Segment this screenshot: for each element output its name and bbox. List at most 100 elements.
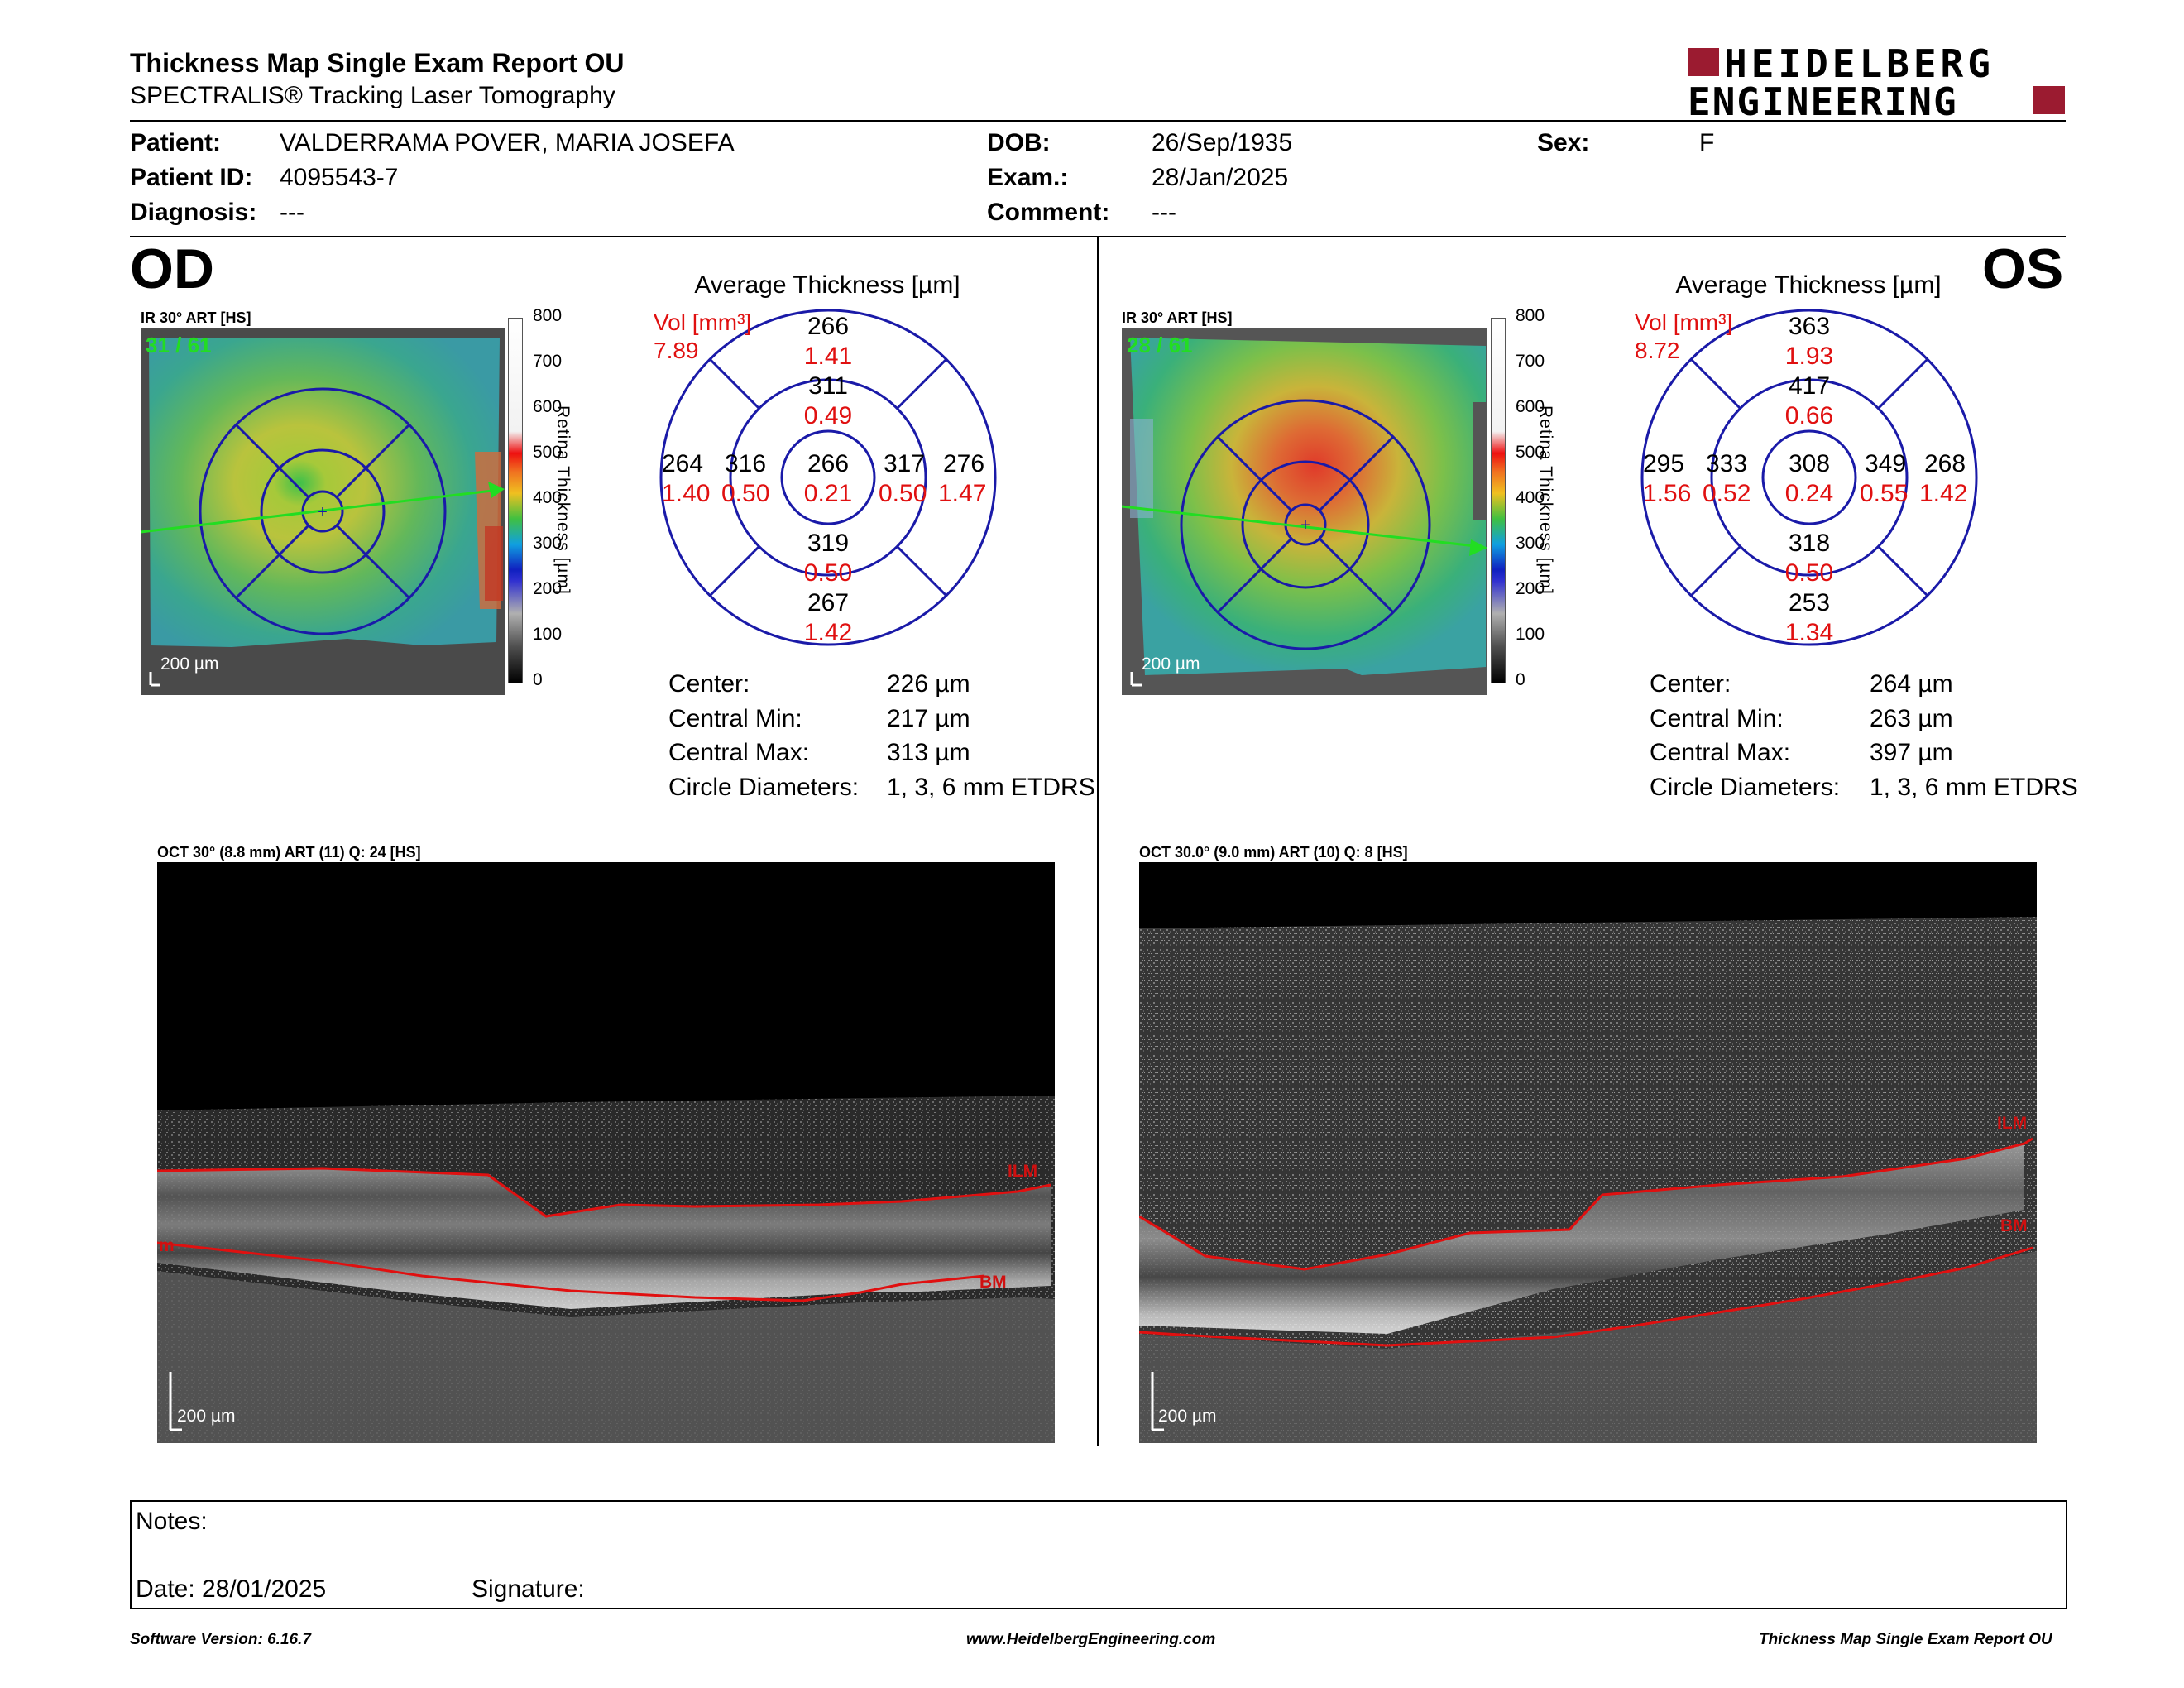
od-central-max-label: Central Max:: [668, 739, 810, 766]
od-map-scale: 200 µm: [160, 655, 219, 674]
os-center-value: 264 µm: [1870, 670, 1953, 698]
os-colorbar-unit: Retina Thickness [µm]: [1536, 405, 1555, 595]
od-oct-scale: 200 µm: [177, 1407, 236, 1426]
colorbar-tick: 400: [1516, 488, 1545, 507]
colorbar-tick: 100: [1516, 625, 1545, 644]
od-ir-label: IR 30° ART [HS]: [141, 309, 251, 326]
od-central-min-value: 217 µm: [887, 705, 970, 732]
od-circle-diameters-label: Circle Diameters:: [668, 774, 860, 801]
patient-value: VALDERRAMA POVER, MARIA JOSEFA: [280, 129, 735, 156]
report-subtitle: SPECTRALIS® Tracking Laser Tomography: [130, 82, 615, 109]
os-eye-label: OS: [1982, 237, 2064, 300]
od-left-cut-label: m: [159, 1236, 175, 1255]
colorbar-tick: 600: [533, 397, 563, 416]
os-outer-inferior-thickness: 253: [1788, 589, 1831, 616]
od-inner-superior-thickness: 311: [808, 372, 848, 400]
od-ilm-label: ILM: [1008, 1162, 1038, 1181]
colorbar-tick: 300: [1516, 534, 1545, 553]
colorbar-tick: 200: [533, 579, 563, 598]
dob-label: DOB:: [987, 129, 1051, 156]
os-outer-superior-volume: 1.93: [1784, 343, 1834, 370]
notes-box: [130, 1500, 2067, 1609]
colorbar-tick: 400: [533, 488, 563, 507]
header-divider-top: [130, 120, 2066, 122]
os-oct-scale: 200 µm: [1158, 1407, 1217, 1426]
os-center-volume: 0.24: [1784, 480, 1834, 507]
signature-label: Signature:: [472, 1575, 585, 1603]
od-central-min-label: Central Min:: [668, 705, 802, 732]
dob-value: 26/Sep/1935: [1152, 129, 1293, 156]
os-inner-temporal-volume: 0.55: [1860, 480, 1909, 507]
footer-url[interactable]: www.HeidelbergEngineering.com: [966, 1631, 1216, 1648]
od-oct-label: OCT 30° (8.8 mm) ART (11) Q: 24 [HS]: [157, 844, 421, 861]
od-outer-superior-volume: 1.41: [803, 343, 853, 370]
colorbar-tick: 800: [533, 306, 563, 325]
colorbar-tick: 0: [533, 670, 543, 689]
svg-text:+: +: [318, 503, 328, 521]
center-divider: [1097, 237, 1099, 1446]
os-scan-index: 28 / 61: [1127, 333, 1193, 357]
patient-id-label: Patient ID:: [130, 164, 253, 191]
od-oct-bscan: [157, 862, 1055, 1443]
od-circle-diameters-value: 1, 3, 6 mm ETDRS: [887, 774, 1095, 801]
colorbar-tick: 700: [533, 352, 563, 371]
logo-line-2: ENGINEERING: [1688, 79, 1958, 124]
exam-label: Exam.:: [987, 164, 1069, 191]
comment-value: ---: [1152, 199, 1176, 226]
os-outer-temporal-thickness: 268: [1924, 450, 1966, 477]
os-vol-label: Vol [mm³]: [1635, 309, 1733, 335]
od-outer-inferior-thickness: 267: [807, 589, 850, 616]
exam-value: 28/Jan/2025: [1152, 164, 1289, 191]
od-etdrs-grid: [659, 309, 997, 646]
od-inner-inferior-thickness: 319: [807, 530, 850, 557]
os-ilm-label: ILM: [1997, 1114, 2028, 1133]
os-inner-temporal-thickness: 349: [1865, 450, 1907, 477]
os-map-scale: 200 µm: [1142, 655, 1200, 674]
os-outer-temporal-volume: 1.42: [1919, 480, 1968, 507]
od-inner-temporal-volume: 0.50: [721, 480, 770, 507]
colorbar-tick: 100: [533, 625, 563, 644]
od-outer-superior-thickness: 266: [807, 313, 850, 340]
os-inner-inferior-volume: 0.50: [1784, 559, 1834, 587]
os-central-max-label: Central Max:: [1650, 739, 1791, 766]
diagnosis-value: ---: [280, 199, 304, 226]
os-bm-label: BM: [2000, 1216, 2028, 1235]
sex-value: F: [1699, 129, 1715, 156]
os-circle-diameters-value: 1, 3, 6 mm ETDRS: [1870, 774, 2078, 801]
os-circle-diameters-label: Circle Diameters:: [1650, 774, 1841, 801]
od-center-thickness: 266: [807, 450, 850, 477]
colorbar-tick: 600: [1516, 397, 1545, 416]
os-central-min-label: Central Min:: [1650, 705, 1784, 732]
od-central-max-value: 313 µm: [887, 739, 970, 766]
heidelberg-logo: HEIDELBERG ENGINEERING: [1688, 41, 2068, 124]
comment-label: Comment:: [987, 199, 1110, 226]
od-eye-label: OD: [130, 237, 214, 300]
os-oct-label: OCT 30.0° (9.0 mm) ART (10) Q: 8 [HS]: [1139, 844, 1408, 861]
os-center-label: Center:: [1650, 670, 1731, 698]
logo-square-top: [1688, 48, 1719, 76]
os-vol-value: 8.72: [1635, 338, 1680, 363]
od-inner-temporal-thickness: 316: [725, 450, 767, 477]
os-central-max-value: 397 µm: [1870, 739, 1953, 766]
od-inner-nasal-thickness: 317: [884, 450, 926, 477]
os-inner-inferior-thickness: 318: [1788, 530, 1831, 557]
od-outer-temporal-volume: 1.40: [662, 480, 711, 507]
od-center-volume: 0.21: [803, 480, 853, 507]
os-outer-nasal-volume: 1.56: [1643, 480, 1692, 507]
os-center-thickness: 308: [1788, 450, 1831, 477]
patient-label: Patient:: [130, 129, 222, 156]
od-inner-nasal-volume: 0.50: [879, 480, 927, 507]
od-center-label: Center:: [668, 670, 750, 698]
diagnosis-label: Diagnosis:: [130, 199, 257, 226]
logo-line-1: HEIDELBERG: [1724, 41, 1995, 86]
header-divider-bottom: [130, 236, 2066, 237]
od-scan-index: 31 / 61: [146, 333, 212, 357]
colorbar-tick: 800: [1516, 306, 1545, 325]
patient-id-value: 4095543-7: [280, 164, 399, 191]
os-inner-nasal-thickness: 333: [1706, 450, 1748, 477]
colorbar-tick: 500: [1516, 443, 1545, 462]
od-inner-inferior-volume: 0.50: [803, 559, 853, 587]
od-center-value: 226 µm: [887, 670, 970, 698]
os-etdrs-grid: [1640, 309, 1978, 646]
od-vol-label: Vol [mm³]: [654, 309, 752, 335]
